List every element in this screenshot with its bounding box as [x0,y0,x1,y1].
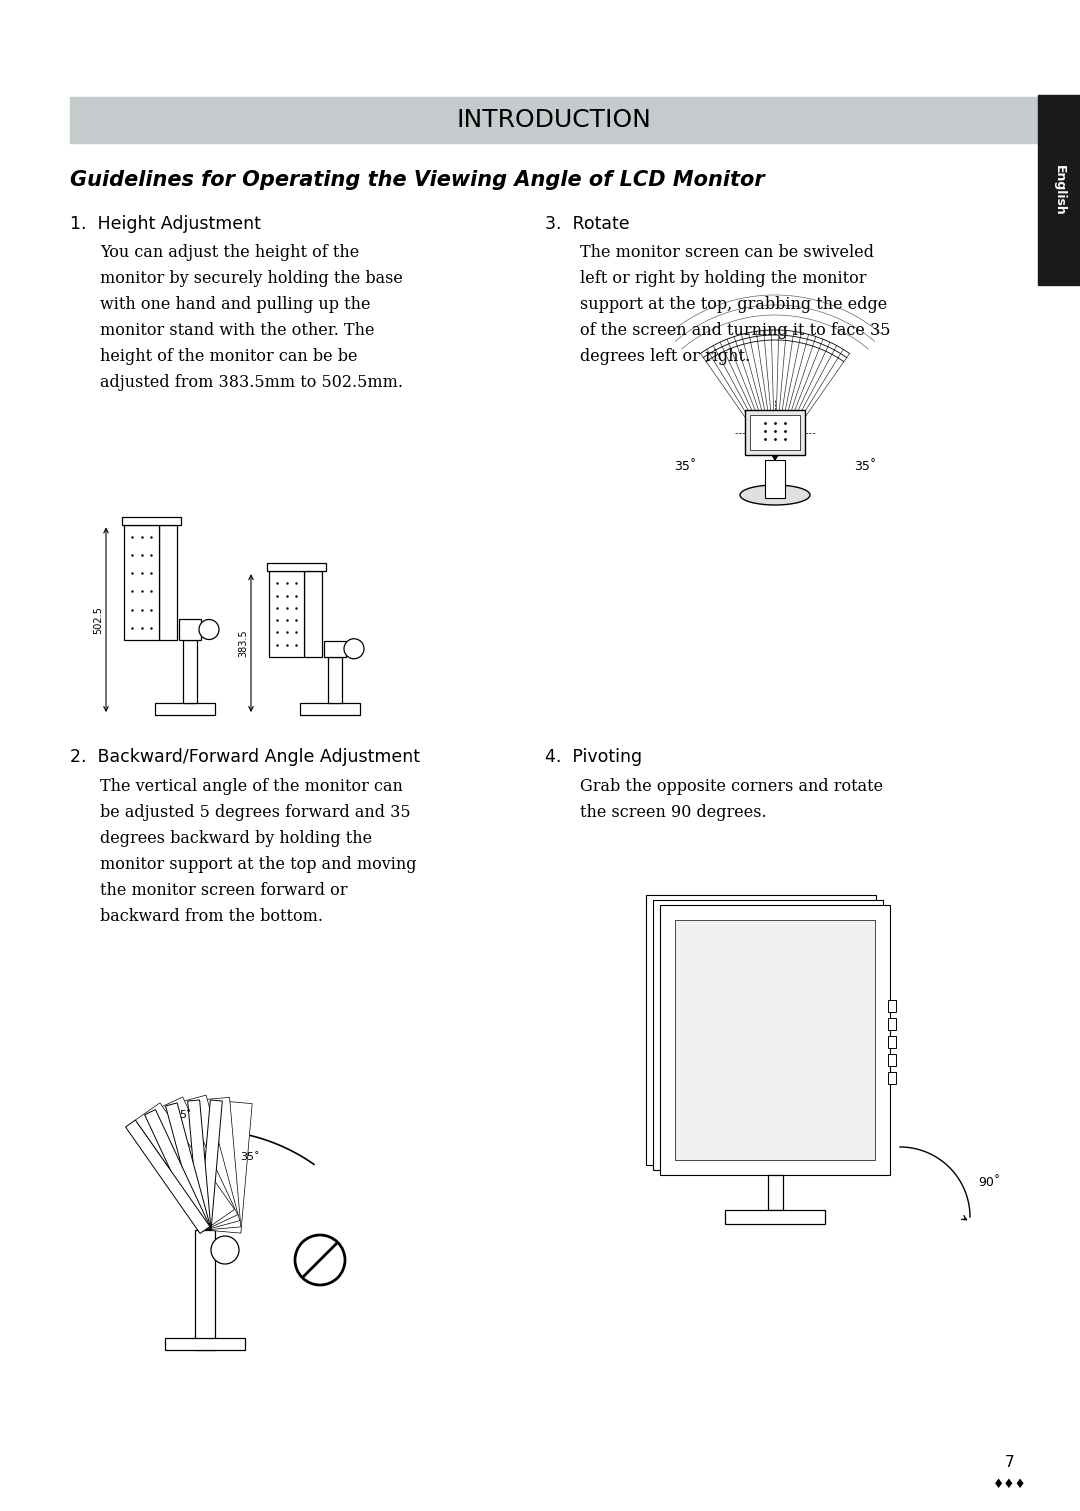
Bar [122,517,181,524]
Bar [159,524,177,641]
Bar [183,641,197,703]
Text: be adjusted 5 degrees forward and 35: be adjusted 5 degrees forward and 35 [100,804,410,820]
Bar [195,1230,215,1349]
Bar [300,703,360,715]
Polygon shape [125,1120,210,1233]
Text: Grab the opposite corners and rotate: Grab the opposite corners and rotate [580,778,883,795]
Bar [888,1000,896,1012]
Text: The vertical angle of the monitor can: The vertical angle of the monitor can [100,778,403,795]
Bar [675,920,875,1160]
Text: degrees left or right.: degrees left or right. [580,348,751,366]
Bar [888,1018,896,1031]
Polygon shape [145,1109,211,1233]
Bar [888,1055,896,1065]
Polygon shape [156,1097,238,1227]
Bar [1038,95,1080,286]
Text: 35˚: 35˚ [240,1151,260,1162]
Bar [165,1339,245,1349]
Text: 4.  Pivoting: 4. Pivoting [545,748,643,766]
Text: 5˚: 5˚ [179,1111,191,1120]
Bar [124,524,159,641]
Circle shape [211,1236,239,1265]
Bar [646,895,876,1165]
Text: 383.5: 383.5 [238,629,248,657]
Bar [156,703,215,715]
Polygon shape [211,1102,253,1233]
Text: monitor stand with the other. The: monitor stand with the other. The [100,322,375,338]
Polygon shape [199,1100,222,1230]
Bar [750,416,800,450]
Text: 1.  Height Adjustment: 1. Height Adjustment [70,215,261,233]
Text: the monitor screen forward or: the monitor screen forward or [100,882,348,899]
Bar [745,409,805,455]
Circle shape [295,1234,345,1284]
Text: support at the top, grabbing the edge: support at the top, grabbing the edge [580,296,888,313]
Text: The monitor screen can be swiveled: The monitor screen can be swiveled [580,243,874,261]
Bar [269,571,303,656]
Text: 90˚: 90˚ [978,1176,1000,1189]
Bar [179,620,201,641]
Text: with one hand and pulling up the: with one hand and pulling up the [100,296,370,313]
Text: monitor support at the top and moving: monitor support at the top and moving [100,857,417,873]
Bar [70,97,1038,144]
Bar [324,641,346,656]
Text: INTRODUCTION: INTRODUCTION [457,107,651,131]
Text: backward from the bottom.: backward from the bottom. [100,908,323,925]
Text: 35˚: 35˚ [854,459,876,473]
Text: of the screen and turning it to face 35: of the screen and turning it to face 35 [580,322,891,338]
Circle shape [199,620,219,639]
Text: English: English [1053,165,1066,216]
Text: degrees backward by holding the: degrees backward by holding the [100,830,373,848]
Polygon shape [188,1100,211,1230]
Text: 7: 7 [1005,1455,1015,1470]
Bar [888,1071,896,1083]
Bar [768,1176,783,1210]
Bar [660,905,890,1176]
Text: adjusted from 383.5mm to 502.5mm.: adjusted from 383.5mm to 502.5mm. [100,375,403,391]
Polygon shape [200,1097,241,1230]
Bar [303,571,322,656]
Polygon shape [177,1095,240,1228]
Bar [888,1037,896,1049]
Text: You can adjust the height of the: You can adjust the height of the [100,243,360,261]
Bar [653,901,883,1170]
Text: 3.  Rotate: 3. Rotate [545,215,630,233]
Bar [725,1210,825,1224]
Bar [328,656,342,703]
Text: left or right by holding the monitor: left or right by holding the monitor [580,270,866,287]
Text: the screen 90 degrees.: the screen 90 degrees. [580,804,767,820]
Ellipse shape [740,485,810,505]
Text: Guidelines for Operating the Viewing Angle of LCD Monitor: Guidelines for Operating the Viewing Ang… [70,171,765,190]
Text: monitor by securely holding the base: monitor by securely holding the base [100,270,403,287]
Polygon shape [135,1103,234,1227]
Bar [765,459,785,499]
Text: 2.  Backward/Forward Angle Adjustment: 2. Backward/Forward Angle Adjustment [70,748,420,766]
Text: height of the monitor can be be: height of the monitor can be be [100,348,357,366]
Text: ♦♦♦: ♦♦♦ [994,1478,1027,1491]
Text: 35˚: 35˚ [674,459,697,473]
Text: 502.5: 502.5 [93,606,103,633]
Polygon shape [165,1103,211,1231]
Circle shape [345,639,364,659]
Bar [267,564,326,571]
